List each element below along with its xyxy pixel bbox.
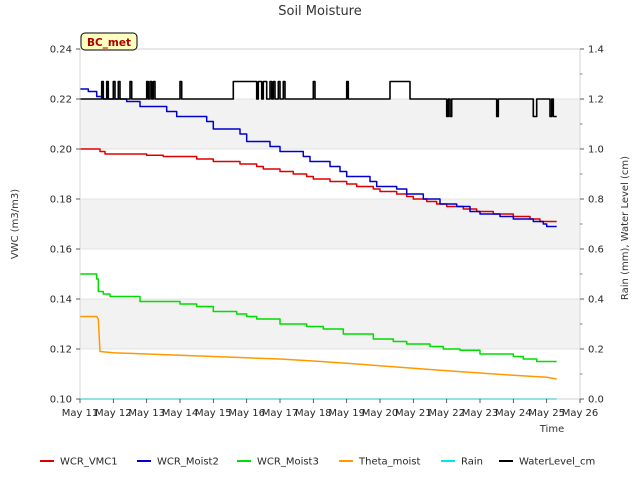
x-tick-label: May 20	[362, 408, 399, 419]
series-line-waterlevel-cm	[80, 80, 557, 118]
left-y-tick-label: 0.12	[50, 345, 72, 356]
right-y-tick-label: 0.6	[588, 245, 604, 256]
x-tick-label: May 13	[128, 408, 165, 419]
right-y-tick-label: 0.4	[588, 295, 604, 306]
left-y-tick-label: 0.22	[50, 95, 72, 106]
legend-label: WCR_Moist3	[257, 457, 319, 468]
left-y-tick-label: 0.14	[50, 295, 72, 306]
site-label-text: BC_met	[87, 37, 131, 49]
right-y-tick-label: 1.0	[588, 145, 604, 156]
x-axis-label: Time	[539, 424, 564, 435]
left-y-tick-label: 0.20	[50, 145, 72, 156]
series-line-theta-moist	[80, 315, 557, 380]
x-tick-label: May 24	[495, 408, 532, 419]
right-y-axis-label: Rain (mm), Water Level (cm)	[620, 156, 631, 300]
series-line-wcr-moist2	[80, 88, 557, 228]
right-y-tick-label: 1.4	[588, 45, 604, 56]
left-y-axis-ticks: 0.10 0.12 0.14 0.16 0.18 0.20 0.22 0.24	[50, 45, 80, 406]
x-tick-label: May 15	[195, 408, 232, 419]
left-y-axis-label: VWC (m3/m3)	[10, 189, 21, 259]
x-tick-label: May 23	[462, 408, 499, 419]
band-3	[80, 199, 580, 249]
legend-label: WaterLevel_cm	[519, 457, 595, 468]
x-tick-label: May 12	[95, 408, 132, 419]
legend-label: Rain	[461, 457, 483, 468]
site-label-badge: BC_met	[80, 32, 138, 51]
site-label-box	[80, 32, 138, 51]
right-y-tick-label: 0.0	[588, 395, 604, 406]
legend-label: WCR_Moist2	[157, 457, 219, 468]
x-tick-label: May 14	[162, 408, 199, 419]
right-y-tick-label: 1.2	[588, 95, 604, 106]
x-tick-label: May 21	[395, 408, 432, 419]
series-line-wcr-vmc1	[80, 148, 557, 223]
x-tick-label: May 16	[228, 408, 265, 419]
right-y-axis-ticks: 0.0 0.2 0.4 0.6 0.8 1.0 1.2 1.4	[580, 45, 604, 406]
left-y-tick-label: 0.24	[50, 45, 72, 56]
right-y-tick-label: 0.2	[588, 345, 604, 356]
left-y-tick-label: 0.16	[50, 245, 72, 256]
x-tick-label: May 17	[262, 408, 299, 419]
left-y-tick-label: 0.10	[50, 395, 72, 406]
chart-title: Soil Moisture	[278, 4, 362, 19]
x-tick-label: May 18	[295, 408, 332, 419]
background-bands	[80, 99, 580, 349]
x-tick-label: May 11	[62, 408, 99, 419]
legend-label: Theta_moist	[358, 457, 420, 468]
x-tick-label: May 25	[528, 408, 565, 419]
left-y-tick-label: 0.18	[50, 195, 72, 206]
x-tick-label: May 26	[562, 408, 599, 419]
legend: WCR_VMC1 WCR_Moist2 WCR_Moist3 Theta_moist R…	[40, 457, 595, 468]
series-line-wcr-moist3	[80, 273, 557, 363]
x-tick-label: May 22	[428, 408, 465, 419]
right-y-tick-label: 0.8	[588, 195, 604, 206]
band-1	[80, 299, 580, 349]
x-tick-label: May 19	[328, 408, 365, 419]
legend-label: WCR_VMC1	[60, 457, 118, 468]
